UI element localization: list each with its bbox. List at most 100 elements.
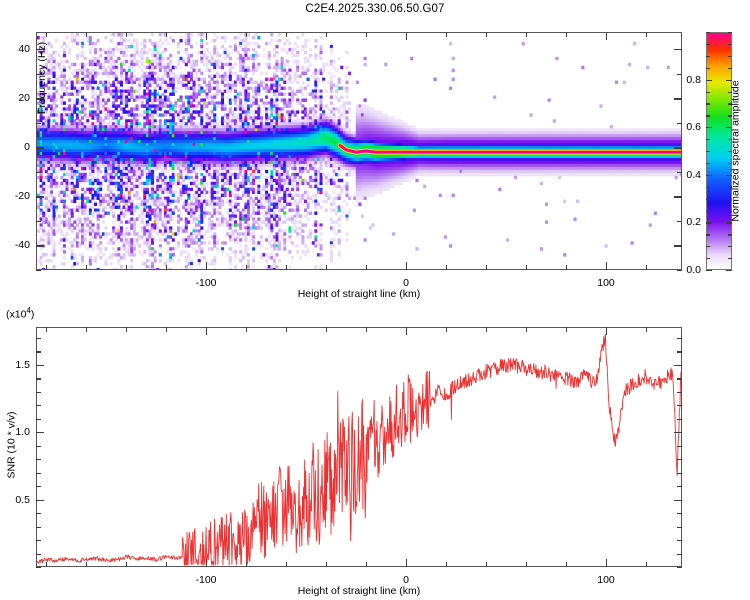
tick-mark — [486, 32, 488, 37]
tick-mark — [677, 418, 682, 420]
tick-mark — [36, 472, 41, 474]
colorbar-title-wrap: Normalized spectral amplitude — [656, 80, 750, 221]
tick-mark — [728, 91, 732, 93]
tick-mark — [566, 562, 568, 567]
tick-mark — [86, 562, 88, 567]
tick-mark — [406, 559, 408, 567]
tick-mark — [726, 79, 732, 81]
tick-mark — [706, 67, 710, 69]
tick-mark — [36, 351, 41, 353]
tick-mark — [706, 103, 710, 105]
tick-mark — [406, 32, 408, 40]
snr-exponent-power: 4 — [26, 306, 31, 315]
tick-mark — [677, 513, 682, 515]
snr-exponent-tail: ) — [30, 308, 35, 321]
tick-mark — [674, 196, 682, 198]
tick-mark — [526, 32, 528, 37]
tick-mark — [677, 526, 682, 528]
colorbar-title: Normalized spectral amplitude — [729, 80, 742, 222]
tick-mark — [646, 562, 648, 567]
spectrogram-panel — [36, 32, 682, 270]
tick-mark — [677, 378, 682, 380]
colorbar-tick-label: 0.2 — [686, 216, 701, 229]
tick-mark — [706, 91, 710, 93]
tick-mark — [286, 265, 288, 270]
tick-mark — [706, 210, 710, 212]
tick-mark — [36, 147, 44, 149]
tick-mark — [366, 327, 368, 332]
tick-mark — [246, 265, 248, 270]
tick-mark — [706, 174, 712, 177]
tick-mark — [677, 553, 682, 555]
tick-mark — [706, 43, 710, 46]
colorbar-gradient — [707, 33, 731, 269]
yaxis-tick-label: 1.0 — [15, 426, 30, 439]
tick-mark — [674, 49, 682, 51]
tick-mark — [728, 162, 732, 165]
yaxis-tick-label: 0.5 — [15, 493, 30, 506]
tick-mark — [566, 32, 568, 37]
tick-mark — [36, 196, 44, 198]
tick-mark — [486, 327, 488, 332]
tick-mark — [728, 186, 732, 188]
tick-mark — [446, 562, 448, 567]
tick-mark — [728, 43, 732, 46]
tick-mark — [36, 73, 41, 75]
tick-mark — [36, 499, 44, 501]
tick-mark — [674, 245, 682, 247]
tick-mark — [246, 32, 248, 37]
tick-mark — [677, 337, 682, 340]
tick-mark — [728, 246, 732, 248]
xaxis-tick-label: 0 — [403, 574, 409, 586]
tick-mark — [166, 562, 168, 567]
tick-mark — [206, 262, 208, 270]
tick-mark — [706, 139, 710, 141]
tick-mark — [46, 562, 48, 567]
tick-mark — [706, 270, 712, 272]
tick-mark — [526, 327, 528, 332]
tick-mark — [706, 151, 710, 153]
tick-mark — [677, 270, 682, 272]
tick-mark — [326, 32, 328, 37]
tick-mark — [46, 327, 48, 332]
tick-mark — [126, 327, 128, 332]
spectrogram-yaxis-title: Frequency (Hz) — [35, 41, 48, 115]
tick-mark — [606, 327, 608, 335]
tick-mark — [86, 265, 88, 270]
tick-mark — [706, 234, 710, 236]
tick-mark — [526, 562, 528, 567]
yaxis-tick-label: 20 — [18, 92, 30, 105]
spectrogram-image — [37, 33, 681, 269]
tick-mark — [86, 327, 88, 332]
spectrogram-xaxis-title: Height of straight line (km) — [297, 288, 421, 300]
tick-mark — [728, 139, 732, 141]
spectrogram-yaxis-title-wrap: Frequency (Hz) — [0, 42, 122, 114]
tick-mark — [728, 234, 732, 236]
tick-mark — [406, 262, 408, 270]
tick-mark — [677, 122, 682, 125]
tick-mark — [366, 562, 368, 567]
tick-mark — [706, 32, 710, 34]
tick-mark — [606, 559, 608, 567]
tick-mark — [646, 32, 648, 37]
tick-mark — [674, 147, 682, 149]
snr-panel — [36, 327, 682, 567]
tick-mark — [36, 418, 41, 420]
tick-mark — [728, 151, 732, 153]
tick-mark — [706, 222, 712, 224]
tick-mark — [36, 378, 41, 380]
tick-mark — [36, 405, 41, 407]
colorbar-tick-label: 0.6 — [686, 121, 701, 134]
tick-mark — [446, 327, 448, 332]
tick-mark — [606, 32, 608, 40]
tick-mark — [706, 55, 710, 58]
tick-mark — [406, 327, 408, 335]
colorbar-tick-label: 0.0 — [686, 264, 701, 276]
tick-mark — [36, 553, 41, 555]
tick-mark — [646, 327, 648, 332]
tick-mark — [36, 391, 41, 394]
tick-mark — [728, 55, 732, 58]
tick-mark — [706, 127, 712, 129]
tick-mark — [526, 265, 528, 270]
